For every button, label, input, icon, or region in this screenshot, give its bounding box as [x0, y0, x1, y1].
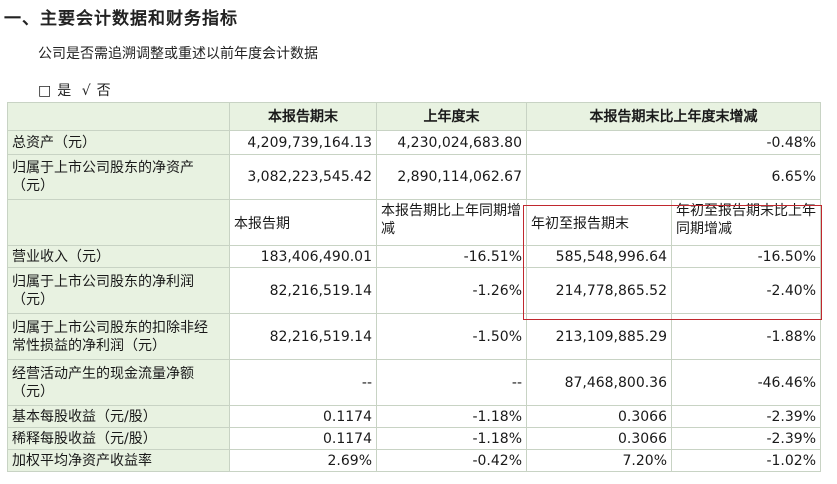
table-row: 经营活动产生的现金流量净额（元） -- -- 87,468,800.36 -46…: [7, 359, 821, 406]
table-cell: 7.20%: [526, 449, 672, 472]
row-label: 归属于上市公司股东的扣除非经 常性损益的净利润（元）: [7, 313, 230, 360]
table-cell: 6.65%: [526, 154, 821, 200]
row-label: 营业收入（元）: [7, 245, 230, 268]
sub-header-current-period: 本报告期: [229, 199, 377, 246]
section-heading: 一、主要会计数据和财务指标: [4, 9, 238, 29]
table-cell: -0.48%: [526, 130, 821, 155]
no-label: 否: [96, 83, 111, 99]
table-row: 归属于上市公司股东的净利润（元） 82,216,519.14 -1.26% 21…: [7, 267, 821, 314]
table-cell: 4,209,739,164.13: [229, 130, 377, 155]
table-cell: --: [376, 359, 527, 406]
row-label: 经营活动产生的现金流量净额（元）: [7, 359, 230, 406]
table-row: 稀释每股收益（元/股） 0.1174 -1.18% 0.3066 -2.39%: [7, 427, 821, 450]
header-change: 本报告期末比上年度末增减: [526, 102, 821, 131]
table-row: 营业收入（元） 183,406,490.01 -16.51% 585,548,9…: [7, 245, 821, 268]
table-cell: -46.46%: [671, 359, 821, 406]
table-cell: 2,890,114,062.67: [376, 154, 527, 200]
table-cell: 183,406,490.01: [229, 245, 377, 268]
table-row: 总资产（元） 4,209,739,164.13 4,230,024,683.80…: [7, 130, 821, 155]
table-cell: -1.18%: [376, 427, 527, 450]
check-mark-icon: √: [81, 83, 91, 99]
table-cell: -1.18%: [376, 405, 527, 428]
table-cell: --: [229, 359, 377, 406]
row-label: 加权平均净资产收益率: [7, 449, 230, 472]
table-cell: 213,109,885.29: [526, 313, 672, 360]
table-cell: 82,216,519.14: [229, 267, 377, 314]
row-label: 归属于上市公司股东的净资产（元）: [7, 154, 230, 200]
sub-header-row: 本报告期 本报告期比上年同期增减 年初至报告期末 年初至报告期末比上年同期增减: [7, 199, 821, 246]
table-cell: 0.1174: [229, 427, 377, 450]
table-cell: -2.39%: [671, 405, 821, 428]
sub-header-corner: [7, 199, 230, 246]
table-cell: 87,468,800.36: [526, 359, 672, 406]
table-cell: 4,230,024,683.80: [376, 130, 527, 155]
table-cell: -1.88%: [671, 313, 821, 360]
row-label: 归属于上市公司股东的净利润（元）: [7, 267, 230, 314]
header-current-period-end: 本报告期末: [229, 102, 377, 131]
row-label: 基本每股收益（元/股）: [7, 405, 230, 428]
sub-header-ytd-change: 年初至报告期末比上年同期增减: [671, 199, 821, 246]
table-cell: -16.51%: [376, 245, 527, 268]
table-cell: 82,216,519.14: [229, 313, 377, 360]
restatement-question: 公司是否需追溯调整或重述以前年度会计数据: [38, 46, 318, 62]
table-row: 加权平均净资产收益率 2.69% -0.42% 7.20% -1.02%: [7, 449, 821, 472]
row-label: 稀释每股收益（元/股）: [7, 427, 230, 450]
table-cell: -2.39%: [671, 427, 821, 450]
table-cell: -2.40%: [671, 267, 821, 314]
header-prior-year-end: 上年度末: [376, 102, 527, 131]
table-cell: 0.3066: [526, 405, 672, 428]
table-cell: 214,778,865.52: [526, 267, 672, 314]
table-header-row: 本报告期末 上年度末 本报告期末比上年度末增减: [7, 102, 821, 131]
sub-header-ytd: 年初至报告期末: [526, 199, 672, 246]
table-cell: 2.69%: [229, 449, 377, 472]
table-cell: 0.1174: [229, 405, 377, 428]
table-row: 基本每股收益（元/股） 0.1174 -1.18% 0.3066 -2.39%: [7, 405, 821, 428]
header-corner: [7, 102, 230, 131]
table-cell: 585,548,996.64: [526, 245, 672, 268]
table-cell: 3,082,223,545.42: [229, 154, 377, 200]
yes-label: 是: [57, 83, 72, 99]
yes-checkbox-icon: □: [38, 83, 52, 99]
sub-header-period-change: 本报告期比上年同期增减: [376, 199, 527, 246]
table-cell: -1.02%: [671, 449, 821, 472]
table-row: 归属于上市公司股东的扣除非经 常性损益的净利润（元） 82,216,519.14…: [7, 313, 821, 360]
table-cell: -1.50%: [376, 313, 527, 360]
table-cell: -1.26%: [376, 267, 527, 314]
table-cell: -16.50%: [671, 245, 821, 268]
restatement-choice: □ 是 √ 否: [38, 80, 117, 100]
table-cell: 0.3066: [526, 427, 672, 450]
table-row: 归属于上市公司股东的净资产（元） 3,082,223,545.42 2,890,…: [7, 154, 821, 200]
table-cell: -0.42%: [376, 449, 527, 472]
row-label: 总资产（元）: [7, 130, 230, 155]
financial-data-table: 本报告期末 上年度末 本报告期末比上年度末增减 总资产（元） 4,209,739…: [7, 102, 821, 472]
